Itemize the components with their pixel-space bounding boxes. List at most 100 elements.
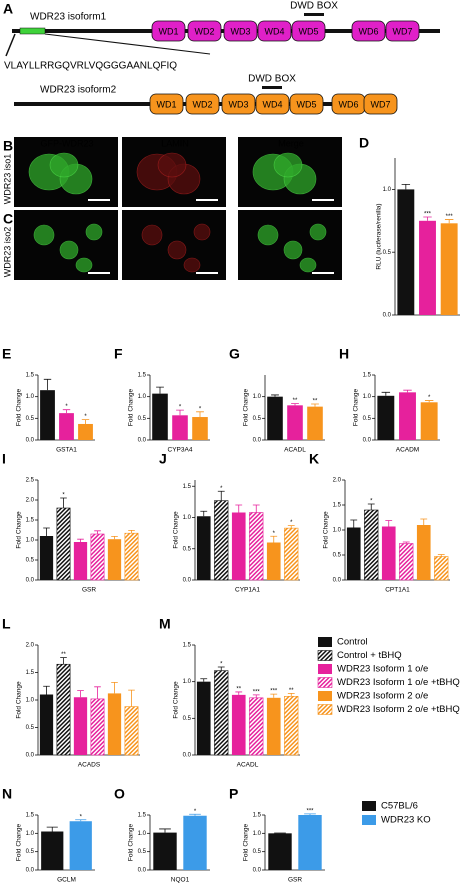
y-tick-label: 0.0: [138, 438, 147, 444]
bar: [196, 681, 211, 755]
error-bar: [94, 530, 101, 534]
legend-label: WDR23 Isoform 2 o/e +tBHQ: [337, 704, 460, 715]
panel-letter: N: [2, 786, 12, 802]
isoform-label: WDR23 isoform2: [40, 85, 117, 96]
error-bar: [252, 694, 260, 698]
legend-label: Control: [337, 637, 368, 648]
y-tick-label: 0.5: [383, 250, 392, 256]
y-axis-label: Fold Change: [243, 389, 250, 427]
legend-swatch: [362, 815, 376, 825]
domain-box: [385, 20, 420, 42]
error-bar: [311, 403, 319, 407]
domain-label: WD7: [393, 26, 413, 36]
y-tick-label: 0.0: [183, 578, 192, 584]
bar: [78, 423, 93, 440]
error-bar: [75, 819, 87, 822]
error-bar: [271, 394, 279, 397]
y-tick-label: 0.5: [26, 725, 35, 731]
domain-label: WD4: [263, 99, 283, 109]
y-tick-label: 1.5: [138, 813, 147, 819]
bar: [267, 396, 283, 440]
bar: [420, 402, 438, 440]
domain-box: [187, 20, 222, 42]
domain-label: WD3: [229, 99, 249, 109]
dwd-box-label: DWD BOX: [248, 74, 296, 85]
y-tick-label: 1.0: [363, 394, 372, 400]
significance: *: [199, 406, 202, 412]
bar: [124, 706, 139, 756]
significance: *: [62, 493, 65, 499]
bar: [440, 223, 458, 315]
x-axis-label: CYP1A1: [235, 587, 260, 594]
legend-label: WDR23 Isoform 2 o/e: [337, 691, 428, 702]
error-bar: [367, 503, 375, 510]
y-tick-label: 1.5: [26, 373, 35, 379]
dwd-box-bar: [262, 86, 282, 89]
panel-letter: E: [2, 346, 11, 362]
bar: [249, 512, 264, 581]
bar: [364, 509, 379, 581]
bar: [377, 395, 395, 440]
x-axis-label: GSTA1: [56, 447, 77, 454]
bar: [196, 516, 211, 580]
y-tick-label: 1.0: [26, 538, 35, 544]
bar: [231, 694, 246, 755]
legend-label: WDR23 KO: [381, 815, 431, 826]
significance: *: [428, 395, 431, 401]
bar: [399, 543, 414, 581]
y-tick-label: 1.5: [26, 670, 35, 676]
x-axis-label: ACADL: [237, 762, 259, 769]
error-bar: [437, 554, 445, 557]
y-axis-label: Fold Change: [16, 824, 23, 862]
y-tick-label: 0.5: [138, 849, 147, 855]
significance: *: [65, 404, 68, 410]
y-tick-label: 0.5: [363, 416, 372, 422]
significance: *: [179, 405, 182, 411]
bar: [434, 556, 449, 581]
bar: [152, 393, 168, 440]
bar: [346, 527, 361, 580]
error-bar: [94, 686, 101, 699]
y-tick-label: 1.5: [183, 484, 192, 490]
domain-box: [185, 93, 220, 115]
domain-label: WD1: [159, 26, 179, 36]
bar: [214, 670, 229, 756]
bar: [249, 697, 264, 756]
y-axis-label: Fold Change: [16, 681, 23, 719]
y-tick-label: 1.5: [363, 373, 372, 379]
error-bar: [189, 813, 201, 816]
bar: [41, 831, 64, 870]
scale-bar: [88, 199, 110, 201]
bar: [307, 406, 323, 440]
significance: **: [293, 398, 298, 404]
domain-box: [221, 93, 256, 115]
y-tick-label: 0.0: [383, 313, 392, 319]
bar: [399, 392, 416, 440]
legend-swatch: [318, 691, 332, 701]
zoom-line: [5, 33, 16, 57]
cell: [59, 240, 79, 260]
legend-swatch: [362, 801, 376, 811]
panel-letter: P: [229, 786, 238, 802]
bar: [90, 698, 105, 756]
y-tick-label: 0.5: [26, 558, 35, 564]
bar: [56, 663, 71, 756]
error-bar: [235, 691, 243, 695]
bar: [39, 694, 54, 755]
significance: ***: [446, 214, 454, 220]
error-bar: [385, 520, 393, 527]
domain-label: WD2: [195, 26, 215, 36]
panel-letter: H: [339, 346, 349, 362]
significance: *: [220, 486, 223, 492]
cell: [309, 223, 327, 241]
error-bar: [43, 378, 52, 391]
error-bar: [200, 510, 208, 517]
error-bar: [270, 535, 278, 543]
significance: ***: [253, 689, 261, 695]
cell: [157, 152, 187, 178]
x-axis-label: GSR: [82, 587, 96, 594]
panel-letter: C: [3, 211, 13, 227]
bar: [69, 821, 92, 870]
error-bar: [401, 183, 411, 190]
bar: [214, 500, 229, 581]
